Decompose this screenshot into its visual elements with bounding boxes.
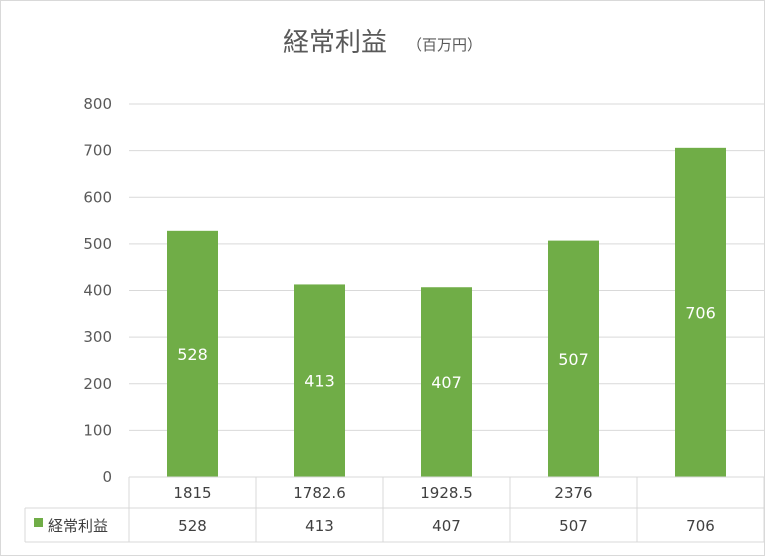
y-tick-label: 100	[83, 421, 112, 439]
table-value: 528	[178, 517, 207, 535]
bar	[675, 147, 726, 477]
y-tick-label: 400	[83, 282, 112, 300]
series-name-label: 経常利益	[48, 517, 108, 535]
category-label: 1815	[173, 484, 211, 502]
y-tick-label: 200	[83, 375, 112, 393]
bar	[548, 240, 599, 477]
bar-data-label: 706	[685, 303, 716, 322]
bar-data-label: 407	[431, 373, 462, 392]
category-label: 2376	[554, 484, 592, 502]
category-label: 1782.6	[293, 484, 346, 502]
legend-key	[34, 518, 43, 527]
category-label: 1928.5	[420, 484, 473, 502]
y-axis-tick-labels: 0 100 200 300 400 500 600 700 800	[83, 95, 112, 486]
table-value: 407	[432, 517, 461, 535]
y-tick-label: 700	[83, 142, 112, 160]
y-tick-label: 500	[83, 235, 112, 253]
bar	[294, 284, 345, 477]
bar	[421, 287, 472, 477]
bar	[167, 230, 218, 477]
y-tick-label: 300	[83, 328, 112, 346]
chart-subtitle: （百万円）	[407, 36, 482, 54]
bars: 528 413 407 507 706	[167, 147, 726, 477]
bar-data-label: 413	[304, 372, 335, 391]
table-value: 706	[686, 517, 715, 535]
bar-data-label: 528	[177, 345, 208, 364]
table-value: 507	[559, 517, 588, 535]
y-tick-label: 800	[83, 95, 112, 113]
chart-title: 経常利益	[283, 28, 387, 58]
y-tick-label: 0	[102, 468, 112, 486]
bar-data-label: 507	[558, 350, 589, 369]
y-tick-label: 600	[83, 188, 112, 206]
data-table: 1815 1782.6 1928.5 2376 528 413 407 507 706 経常利益	[24, 476, 765, 543]
table-value: 413	[305, 517, 334, 535]
